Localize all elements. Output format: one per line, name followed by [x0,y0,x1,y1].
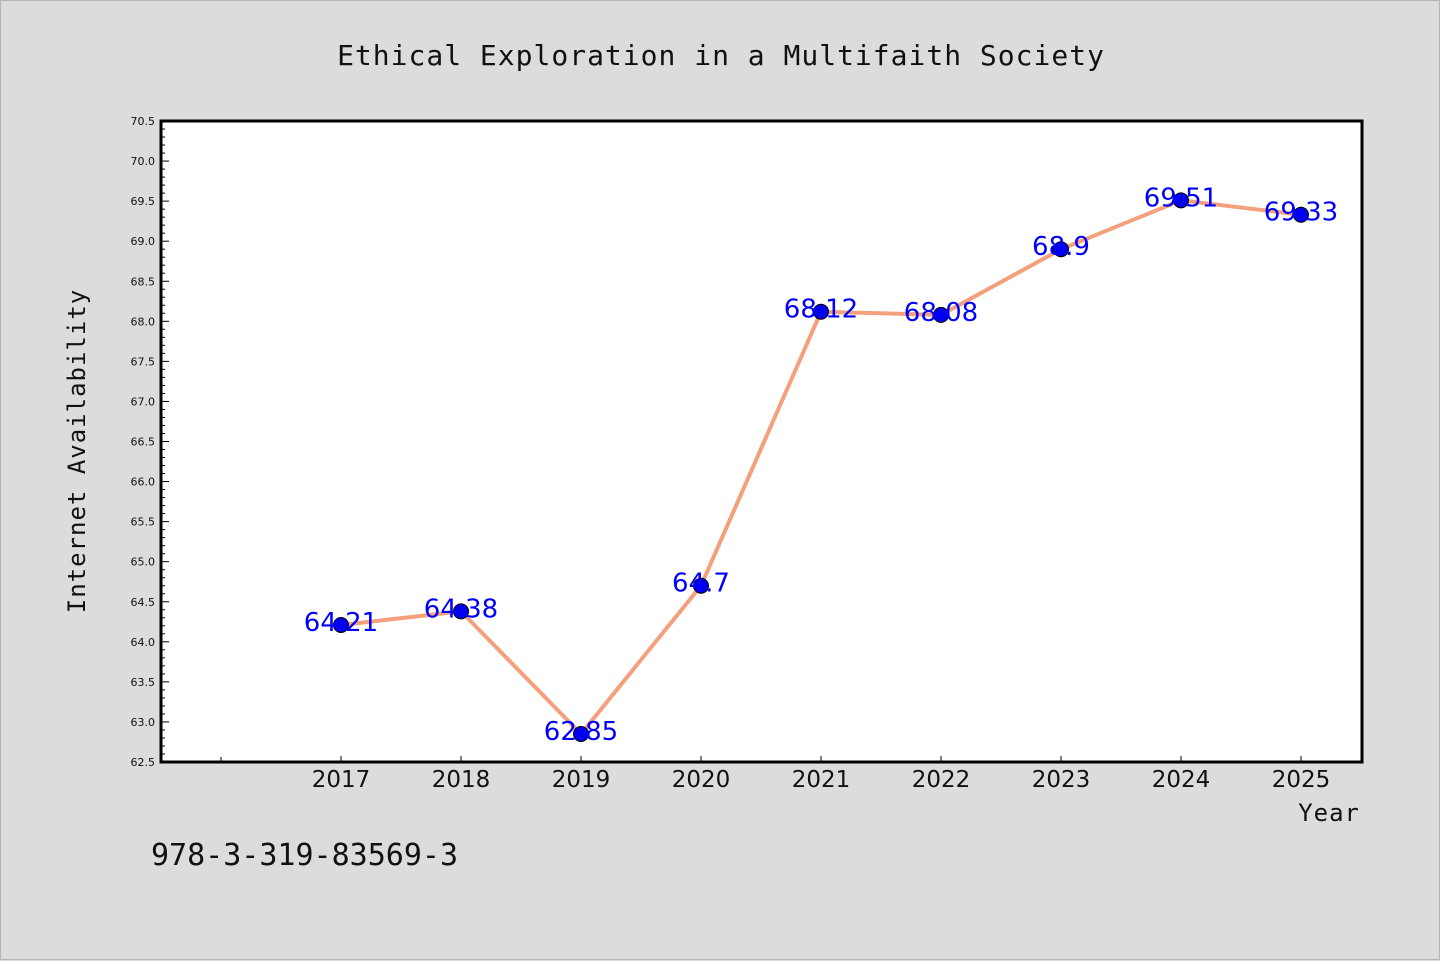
x-axis-title: Year [1298,799,1360,827]
y-axis: 62.5 63.0 63.5 64.0 64.5 65.0 65.5 66.0 66.5 67.0… [131,115,169,769]
chart-title: Ethical Exploration in a Multifaith Soci… [337,39,1105,72]
x-axis: 2017 2018 2019 2020 2021 2022 2023 2024 2025 [220,756,1331,793]
y-axis-title: Internet Availability [63,289,91,613]
data-point [693,577,709,594]
data-label: 68.9 [1032,232,1090,262]
y-tick-label: 69.0 [131,235,156,248]
x-tick-label: 2023 [1032,767,1091,793]
y-tick-label: 67.5 [131,355,156,368]
y-tick-label: 70.0 [131,155,156,168]
y-tick-label: 63.0 [131,716,156,729]
plot-area [159,119,1364,764]
data-label: 69.51 [1144,183,1218,213]
x-tick-label: 2022 [912,767,971,793]
x-tick-label: 2018 [432,767,491,793]
data-point [1293,206,1309,223]
data-label: 64.21 [304,608,378,638]
data-point [1173,192,1189,209]
y-tick-label: 66.5 [131,436,156,449]
x-tick-label: 2017 [312,767,371,793]
data-point [333,616,349,633]
data-point [933,306,949,323]
data-label: 62.85 [544,717,618,747]
isbn-footer: 978-3-319-83569-3 [151,838,458,873]
x-tick-label: 2024 [1152,767,1211,793]
y-tick-label: 67.0 [131,395,156,408]
data-label-layer: 64.21 64.38 62.85 64.7 68.12 68.08 68.9 69.51 69… [304,183,1338,747]
y-tick-label: 64.5 [131,596,156,609]
x-tick-label: 2025 [1272,767,1331,793]
y-tick-label: 62.5 [131,756,156,769]
y-tick-label: 64.0 [131,636,156,649]
data-point [1053,241,1069,258]
x-tick-label: 2021 [792,767,851,793]
y-tick-label: 66.0 [131,476,156,489]
data-label: 64.38 [424,594,498,624]
data-label: 68.12 [784,295,858,325]
data-label: 64.7 [672,569,730,599]
x-tick-label: 2020 [672,767,731,793]
data-label: 68.08 [904,298,978,328]
series-layer [333,192,1309,742]
data-point [573,725,589,742]
x-tick-label: 2019 [552,767,611,793]
y-tick-label: 65.0 [131,556,156,569]
y-tick-label: 63.5 [131,676,156,689]
y-tick-label: 68.0 [131,315,156,328]
data-point [813,303,829,320]
y-tick-label: 69.5 [131,195,156,208]
data-point [453,603,469,620]
y-tick-label: 70.5 [131,115,156,128]
data-label: 69.33 [1264,198,1338,228]
y-tick-label: 65.5 [131,516,156,529]
y-tick-label: 68.5 [131,275,156,288]
